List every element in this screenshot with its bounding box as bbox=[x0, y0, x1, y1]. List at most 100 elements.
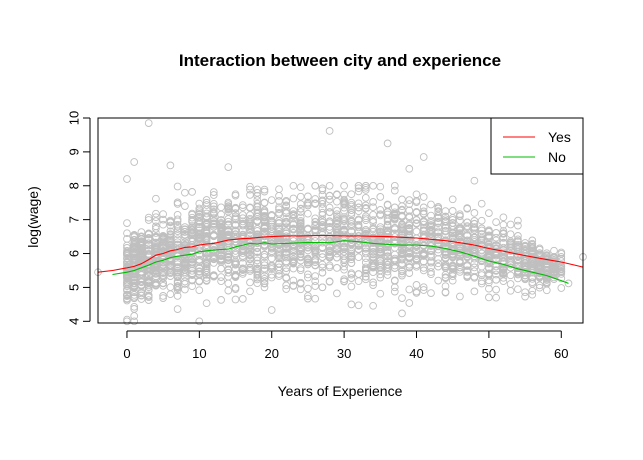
scatter-point bbox=[304, 284, 312, 293]
scatter-point bbox=[441, 264, 450, 273]
scatter-point bbox=[477, 279, 486, 288]
scatter-point bbox=[246, 263, 254, 272]
scatter-point bbox=[159, 232, 167, 240]
scatter-point bbox=[152, 194, 160, 203]
scatter-point bbox=[499, 213, 508, 222]
scatter-point bbox=[542, 286, 551, 295]
scatter-point bbox=[514, 221, 522, 230]
scatter-point bbox=[217, 255, 225, 264]
scatter-point bbox=[267, 244, 276, 253]
scatter-point bbox=[152, 247, 160, 255]
scatter-point bbox=[123, 241, 131, 250]
scatter-point bbox=[361, 275, 370, 284]
scatter-point bbox=[434, 262, 443, 271]
scatter-point bbox=[181, 230, 189, 239]
scatter-point bbox=[405, 299, 414, 307]
scatter-point bbox=[231, 226, 240, 235]
scatter-point bbox=[340, 256, 348, 265]
scatter-point bbox=[209, 243, 218, 252]
scatter-point bbox=[369, 234, 377, 242]
scatter-point bbox=[260, 224, 269, 232]
scatter-point bbox=[217, 273, 225, 281]
scatter-point bbox=[492, 236, 500, 245]
scatter-point bbox=[456, 248, 464, 257]
scatter-point bbox=[181, 266, 189, 274]
scatter-point bbox=[181, 264, 189, 272]
scatter-point bbox=[253, 275, 262, 284]
scatter-point bbox=[130, 294, 139, 302]
scatter-point bbox=[123, 229, 131, 238]
scatter-point bbox=[318, 196, 327, 205]
scatter-point bbox=[173, 222, 182, 231]
scatter-point bbox=[123, 291, 131, 300]
scatter-point bbox=[231, 257, 240, 266]
scatter-point bbox=[485, 276, 493, 285]
scatter-point bbox=[419, 248, 428, 257]
scatter-point bbox=[246, 223, 254, 232]
scatter-point bbox=[238, 295, 247, 303]
scatter-point bbox=[209, 251, 218, 260]
scatter-point bbox=[542, 249, 551, 258]
scatter-point bbox=[311, 294, 320, 303]
scatter-point bbox=[492, 267, 500, 275]
scatter-point bbox=[209, 219, 218, 228]
scatter-point bbox=[137, 249, 146, 258]
scatter-point bbox=[289, 220, 298, 229]
scatter-point bbox=[340, 227, 348, 236]
scatter-point bbox=[361, 269, 370, 278]
scatter-point bbox=[144, 276, 153, 285]
scatter-point bbox=[181, 261, 189, 270]
scatter-point bbox=[137, 278, 146, 287]
scatter-point bbox=[354, 301, 363, 310]
scatter-point bbox=[195, 210, 204, 218]
scatter-point bbox=[318, 224, 327, 233]
scatter-point bbox=[152, 272, 160, 281]
scatter-point bbox=[275, 205, 283, 214]
scatter-point bbox=[173, 182, 182, 191]
scatter-point bbox=[173, 292, 182, 300]
scatter-point bbox=[325, 127, 334, 135]
scatter-point bbox=[173, 277, 182, 286]
scatter-point bbox=[361, 243, 370, 252]
scatter-point bbox=[390, 257, 399, 266]
scatter-point bbox=[542, 279, 551, 288]
scatter-point bbox=[181, 223, 189, 231]
scatter-point bbox=[383, 267, 392, 276]
scatter-point bbox=[514, 216, 522, 225]
scatter-point bbox=[209, 205, 218, 214]
scatter-point bbox=[275, 254, 283, 262]
scatter-point bbox=[217, 221, 225, 229]
scatter-point bbox=[123, 247, 131, 255]
scatter-point bbox=[188, 282, 196, 291]
scatter-point bbox=[506, 240, 515, 249]
scatter-point bbox=[557, 267, 566, 276]
scatter-point bbox=[202, 212, 211, 221]
scatter-point bbox=[412, 219, 421, 228]
scatter-point bbox=[311, 237, 320, 245]
scatter-point bbox=[434, 204, 443, 213]
scatter-point bbox=[470, 229, 479, 238]
scatter-point bbox=[296, 266, 305, 275]
scatter-point bbox=[485, 251, 493, 259]
scatter-point bbox=[333, 289, 341, 298]
scatter-point bbox=[195, 269, 204, 278]
scatter-point bbox=[202, 226, 211, 234]
scatter-point bbox=[144, 216, 153, 224]
y-tick-label: 9 bbox=[67, 148, 82, 155]
scatter-point bbox=[492, 256, 500, 265]
scatter-point bbox=[152, 267, 160, 276]
scatter-point bbox=[456, 268, 464, 276]
scatter-point bbox=[246, 182, 254, 191]
y-tick-label: 8 bbox=[67, 182, 82, 189]
scatter-point bbox=[181, 233, 189, 241]
scatter-point bbox=[506, 237, 515, 246]
scatter-point bbox=[289, 276, 298, 285]
scatter-point bbox=[398, 227, 406, 236]
scatter-point bbox=[340, 181, 348, 190]
plot-frame bbox=[97, 117, 584, 324]
scatter-point bbox=[441, 288, 450, 296]
scatter-point bbox=[246, 287, 254, 296]
scatter-point bbox=[202, 274, 211, 282]
scatter-point bbox=[361, 186, 370, 194]
